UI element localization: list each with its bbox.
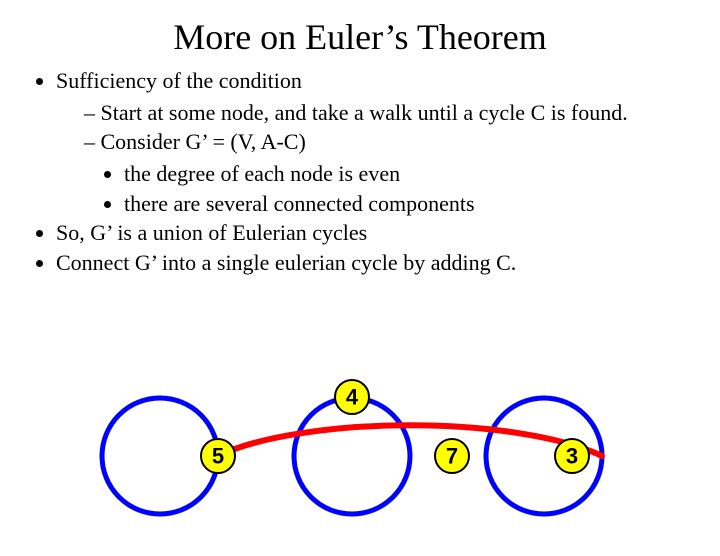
bullet-1b2: there are several connected components — [124, 189, 692, 219]
euler-diagram: 5 4 7 3 — [0, 336, 720, 556]
bullet-3: Connect G’ into a single eulerian cycle … — [56, 248, 692, 278]
bullet-1b-sublist: the degree of each node is even there ar… — [84, 159, 692, 218]
bullet-1b1: the degree of each node is even — [124, 159, 692, 189]
content-block: Sufficiency of the condition Start at so… — [0, 66, 720, 278]
node-label-5: 5 — [212, 444, 224, 469]
node-label-3: 3 — [566, 444, 578, 469]
diagram-svg: 5 4 7 3 — [0, 336, 720, 556]
bullet-1b: Consider G’ = (V, A-C) the degree of eac… — [84, 127, 692, 218]
page-title: More on Euler’s Theorem — [0, 16, 720, 58]
blue-circle-2 — [294, 398, 410, 514]
bullet-1a: Start at some node, and take a walk unti… — [84, 98, 692, 128]
bullet-1-sublist: Start at some node, and take a walk unti… — [56, 98, 692, 219]
bullet-1: Sufficiency of the condition Start at so… — [56, 66, 692, 218]
bullet-list: Sufficiency of the condition Start at so… — [28, 66, 692, 278]
bullet-1b-text: Consider G’ = (V, A-C) — [101, 129, 306, 154]
node-label-7: 7 — [446, 444, 458, 469]
bullet-2: So, G’ is a union of Eulerian cycles — [56, 218, 692, 248]
bullet-1-text: Sufficiency of the condition — [56, 68, 302, 93]
node-label-4: 4 — [346, 385, 359, 410]
